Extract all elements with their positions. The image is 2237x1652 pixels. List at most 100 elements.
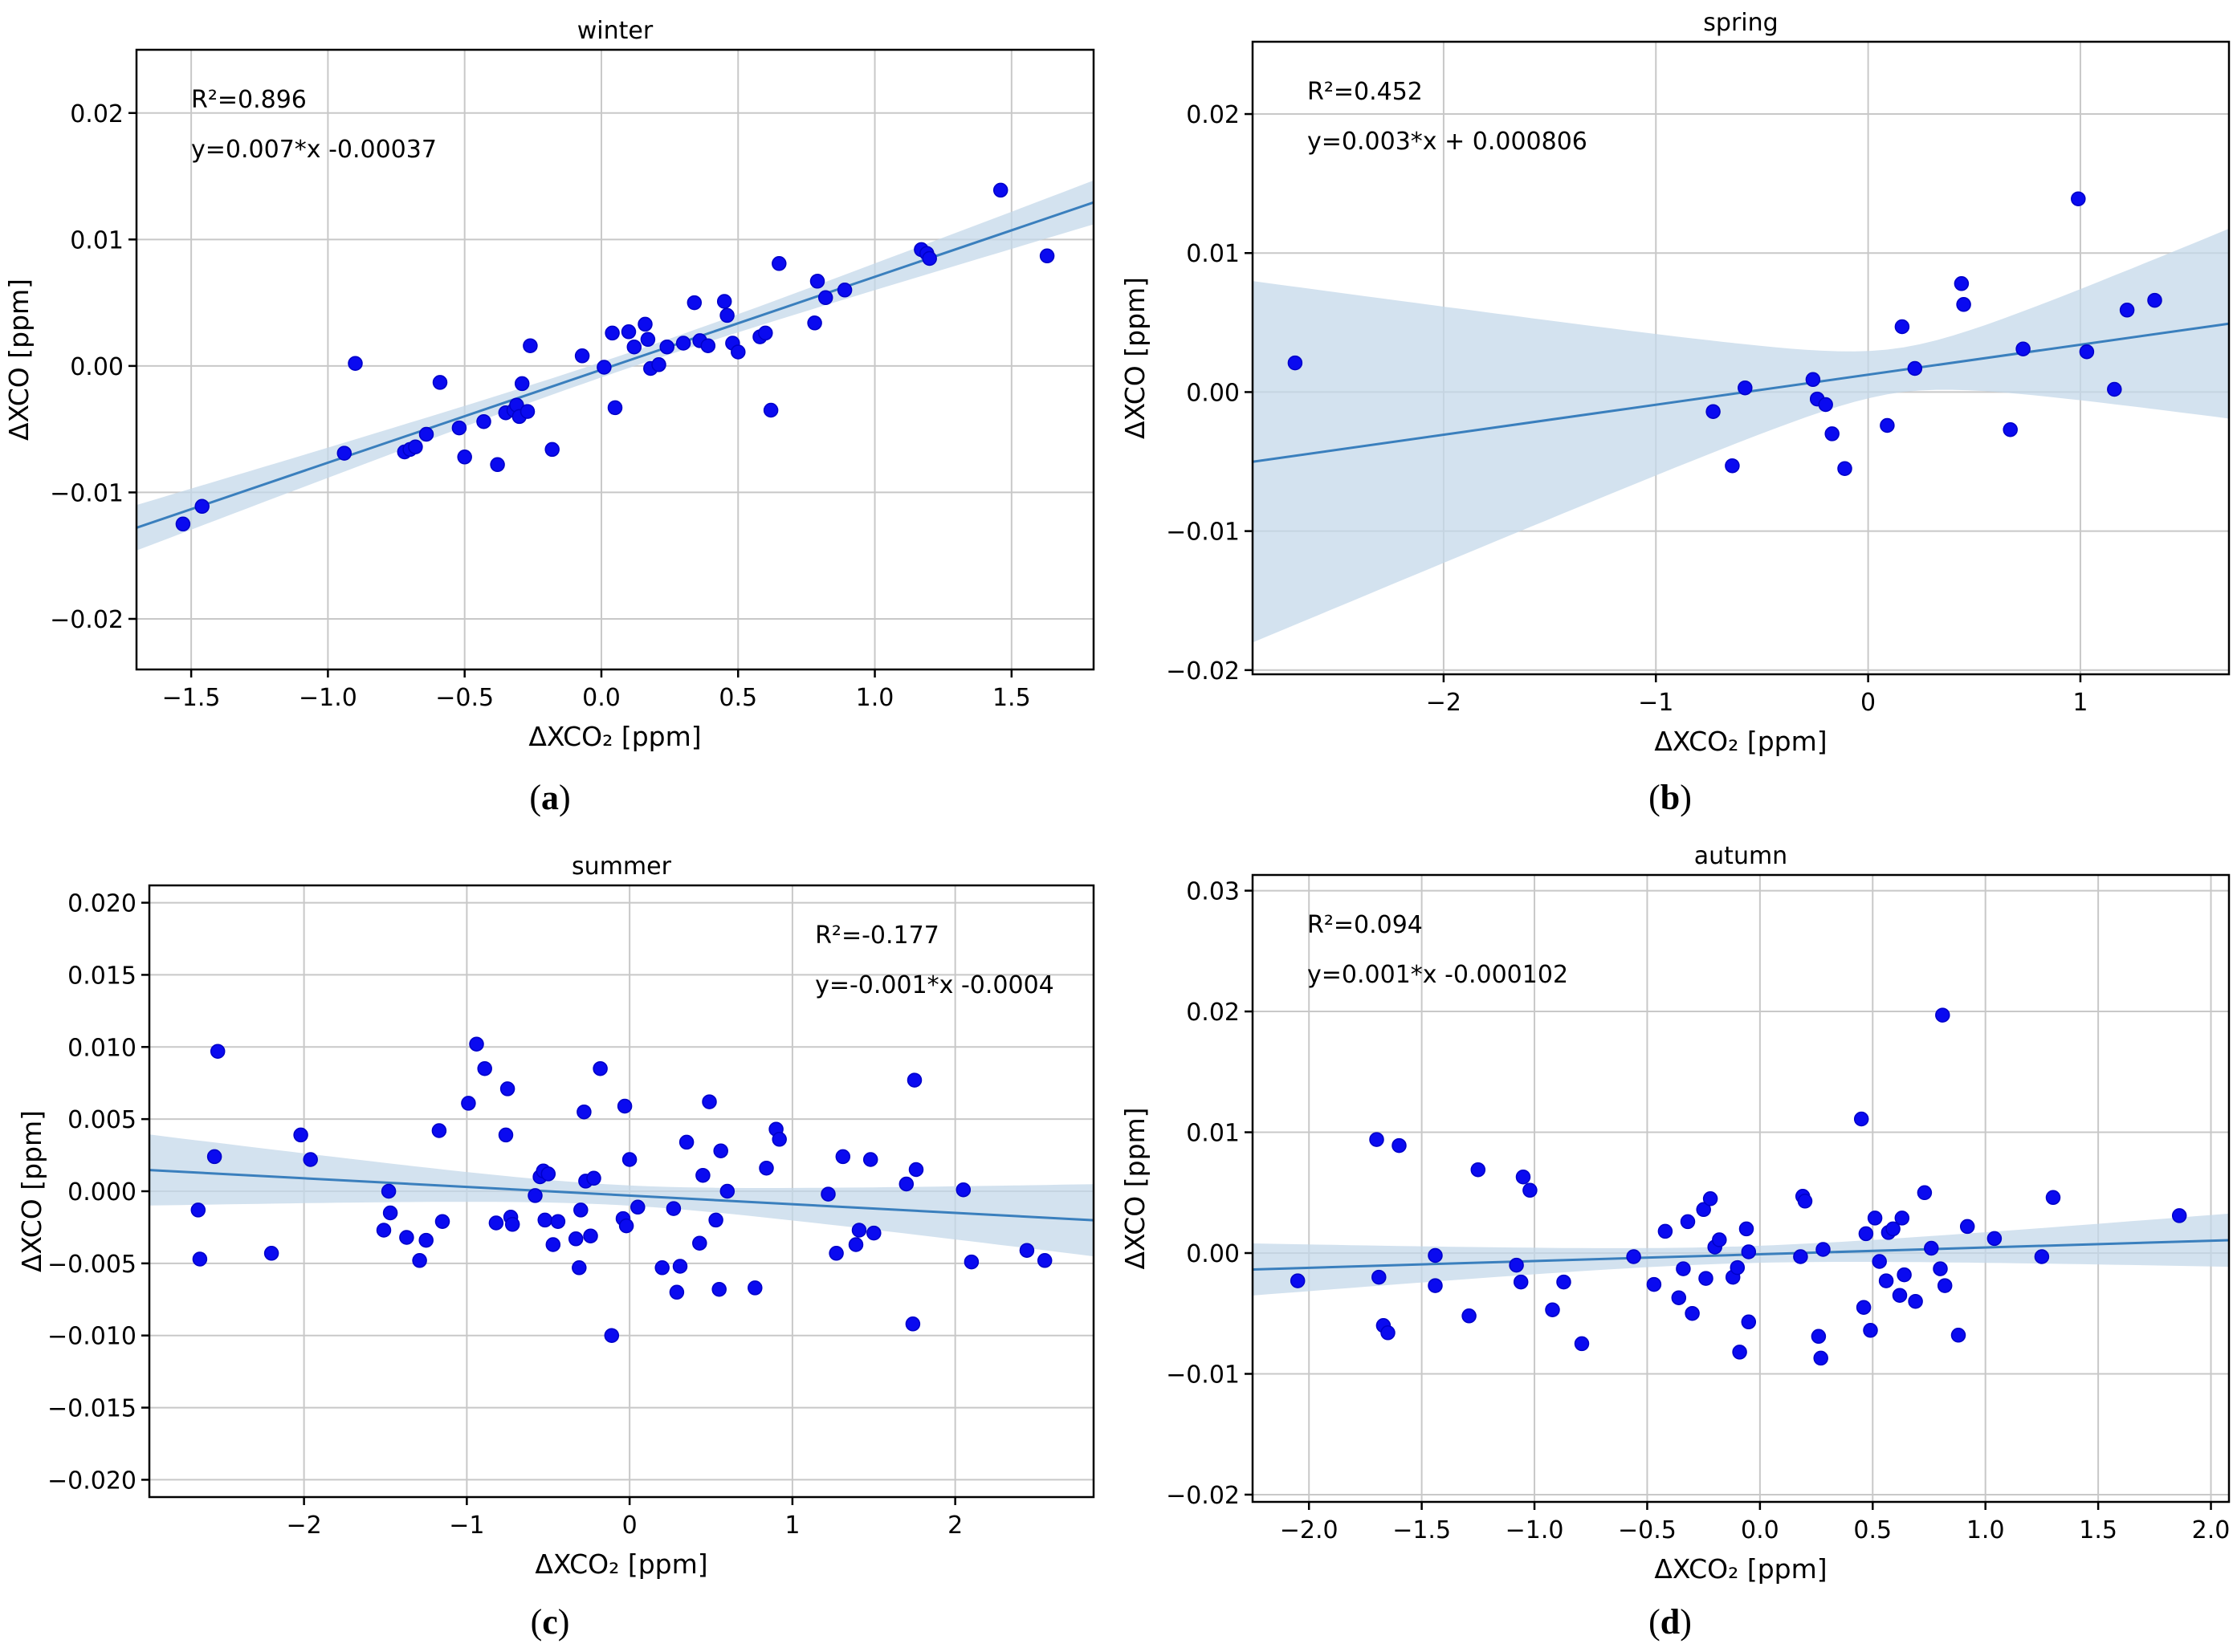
data-point [748, 1280, 763, 1296]
data-point [659, 339, 674, 355]
caption-close: ) [559, 778, 571, 817]
data-point [1646, 1276, 1662, 1292]
data-point [192, 1251, 208, 1267]
x-tick-label: −2 [287, 1512, 322, 1540]
data-point [702, 1094, 717, 1109]
data-point [1732, 1345, 1747, 1360]
data-point [1907, 360, 1923, 376]
data-point [498, 1127, 514, 1143]
caption-d: (d) [1590, 1601, 1750, 1642]
x-tick-label: −1.0 [299, 684, 357, 712]
data-point [1811, 1329, 1827, 1345]
data-point [905, 1316, 921, 1332]
caption-c: (c) [470, 1601, 630, 1642]
x-tick-label: 1.0 [856, 684, 894, 712]
caption-letter: c [542, 1602, 558, 1642]
x-tick-label: 2 [947, 1512, 963, 1540]
data-point [898, 1176, 915, 1192]
x-tick-label: 0.5 [1853, 1516, 1892, 1544]
data-point [1878, 1273, 1894, 1288]
annotation: y=0.003*x + 0.000806 [1307, 128, 1587, 156]
data-point [621, 1152, 638, 1167]
regression-line [149, 1169, 1094, 1222]
y-axis-label: ΔXCO [ppm] [1119, 1107, 1151, 1269]
data-point [577, 1104, 592, 1120]
data-point [1959, 1219, 1975, 1235]
data-point [763, 402, 779, 418]
y-tick-label: 0.00 [70, 353, 124, 381]
data-point [574, 348, 590, 364]
data-point [1837, 461, 1852, 476]
data-point [1824, 426, 1840, 441]
data-point [711, 1281, 727, 1297]
y-tick-label: 0.01 [1186, 1120, 1240, 1148]
data-point [1894, 1211, 1910, 1226]
x-tick-label: 1 [784, 1512, 800, 1540]
data-point [490, 457, 505, 473]
caption-open: ( [529, 778, 541, 817]
data-point [1815, 1242, 1831, 1257]
chart-autumn: −2.0 −1.5 −1.0 −0.5 0.0 0.5 1.0 1.5 2.0 −0.02 −0.0… [1119, 842, 2230, 1585]
y-tick-label: 0.000 [67, 1178, 137, 1206]
data-point [451, 420, 467, 436]
data-point [1574, 1336, 1590, 1352]
y-tick-label: 0.03 [1186, 878, 1240, 906]
data-point [1738, 380, 1753, 396]
data-point [651, 357, 666, 372]
data-point [638, 316, 653, 332]
x-tick-label: −1 [449, 1512, 484, 1540]
data-point [348, 356, 363, 371]
data-point [1685, 1305, 1700, 1321]
caption-letter: a [541, 778, 559, 817]
data-point [1738, 1221, 1754, 1237]
data-point [1897, 1267, 1912, 1283]
data-point [504, 1217, 520, 1232]
data-point [573, 1202, 589, 1218]
data-point [617, 1098, 633, 1114]
data-point [1657, 1223, 1673, 1239]
data-point [1698, 1271, 1713, 1286]
data-point [758, 325, 773, 341]
data-point [837, 283, 853, 298]
data-point [190, 1202, 206, 1218]
data-point [848, 1237, 864, 1252]
data-point [1917, 1185, 1933, 1201]
y-tick-label: 0.02 [1186, 999, 1240, 1027]
data-point [1741, 1314, 1757, 1330]
data-point [1522, 1182, 1538, 1198]
caption-b: (b) [1590, 777, 1750, 818]
data-point [418, 426, 434, 442]
data-point [263, 1246, 279, 1261]
data-point [1039, 248, 1055, 264]
data-point [1818, 397, 1833, 413]
annotation: R²=0.896 [191, 86, 307, 114]
data-point [1937, 1278, 1953, 1293]
x-tick-label: −2 [1426, 689, 1461, 717]
data-point [1863, 1323, 1878, 1338]
data-point [1892, 1288, 1908, 1303]
data-point [630, 1199, 646, 1215]
data-point [1880, 417, 1895, 433]
data-point [692, 1235, 707, 1251]
data-point [1797, 1194, 1813, 1209]
data-point [621, 324, 637, 340]
x-tick-label: 0.0 [1741, 1516, 1779, 1544]
y-axis-label: ΔXCO [ppm] [3, 279, 35, 441]
data-point [1935, 1007, 1950, 1023]
y-tick-label: −0.01 [1166, 1361, 1240, 1389]
data-point [713, 1143, 728, 1158]
x-tick-label: 0 [1860, 689, 1876, 717]
data-point [1885, 1221, 1901, 1237]
data-point [672, 1259, 688, 1274]
data-point [907, 1072, 923, 1088]
data-point [545, 1237, 561, 1252]
data-point [537, 1212, 552, 1228]
caption-close: ) [1680, 778, 1692, 817]
y-tick-label: 0.01 [1186, 240, 1240, 268]
y-tick-label: 0.02 [1186, 101, 1240, 129]
data-point [1730, 1259, 1746, 1276]
data-point [695, 1167, 711, 1183]
caption-a: (a) [470, 777, 630, 818]
axes-frame [1251, 40, 2231, 676]
data-point [2015, 341, 2031, 356]
